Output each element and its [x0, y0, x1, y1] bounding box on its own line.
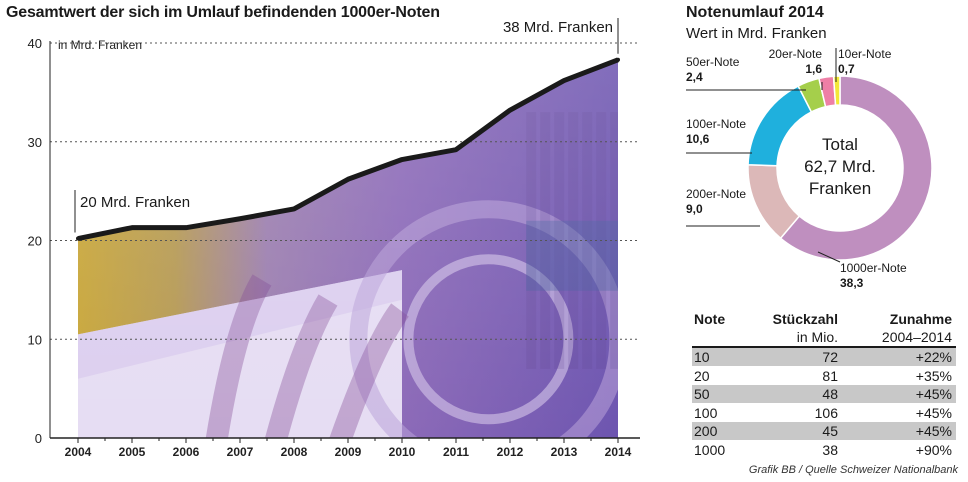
- slice-label: 1000er-Note: [840, 261, 907, 275]
- table-rule: [692, 346, 956, 348]
- annotation-label: 38 Mrd. Franken: [503, 19, 613, 36]
- column-header-note: Note: [694, 311, 726, 327]
- cell-increase: +45%: [915, 404, 952, 421]
- annotation-label: 20 Mrd. Franken: [80, 194, 190, 211]
- donut-center-label: 62,7 Mrd.: [804, 157, 876, 176]
- table-row: 50 48 +45%: [692, 385, 956, 403]
- donut-slice: [779, 75, 933, 261]
- data-point: [508, 108, 512, 113]
- slice-value: 9,0: [686, 202, 703, 216]
- cell-count: 48: [822, 386, 838, 402]
- column-header-increase: Zunahme: [889, 311, 952, 327]
- data-point: [562, 78, 566, 83]
- slice-leader: [817, 251, 841, 263]
- x-tick-label: 2010: [389, 445, 416, 459]
- table-row: 100 106 +45%: [692, 404, 956, 422]
- x-tick-label: 2007: [227, 445, 254, 459]
- cell-increase: +90%: [915, 441, 952, 458]
- area-fill: [78, 59, 618, 438]
- x-tick-label: 2014: [605, 445, 632, 459]
- data-point: [184, 225, 188, 230]
- column-subheader-increase: 2004–2014: [881, 329, 952, 345]
- cell-increase: +22%: [915, 349, 952, 365]
- line-chart: 0 10 20 30 40 in Mrd. Franken 2004 2005 2006 2007…: [28, 18, 640, 459]
- source-note: Grafik BB / Quelle Schweizer Nationalban…: [748, 464, 958, 476]
- pie-subtitle: Wert in Mrd. Franken: [686, 25, 827, 42]
- x-tick-label: 2012: [497, 445, 524, 459]
- slice-label: 50er-Note: [686, 55, 740, 69]
- cell-count: 106: [814, 404, 838, 421]
- x-tick-label: 2009: [335, 445, 362, 459]
- cell-note: 50: [694, 386, 710, 402]
- cell-note: 100: [694, 404, 718, 421]
- cell-increase: +45%: [915, 386, 952, 402]
- y-tick-label: 10: [28, 332, 42, 347]
- data-point: [616, 57, 620, 62]
- cell-note: 10: [694, 349, 710, 365]
- cell-increase: +35%: [915, 367, 952, 384]
- cell-count: 72: [822, 349, 838, 365]
- slice-label: 100er-Note: [686, 117, 746, 131]
- table-header: Note Stückzahl Zunahme: [692, 310, 956, 328]
- table-row: 10 72 +22%: [692, 348, 956, 366]
- cell-count: 81: [822, 367, 838, 384]
- slice-label: 20er-Note: [769, 47, 823, 61]
- cell-note: 200: [694, 423, 718, 439]
- slice-label: 200er-Note: [686, 187, 746, 201]
- column-subheader-count: in Mio.: [796, 329, 838, 345]
- table-row: 20 81 +35%: [692, 367, 956, 385]
- data-point: [292, 206, 296, 211]
- data-point: [400, 157, 404, 162]
- data-point: [346, 177, 350, 182]
- x-tick-label: 2004: [65, 445, 92, 459]
- slice-value: 2,4: [686, 70, 703, 84]
- cell-note: 1000: [694, 441, 726, 458]
- slice-value: 10,6: [686, 132, 710, 146]
- slice-value: 0,7: [838, 62, 855, 76]
- x-tick-label: 2005: [119, 445, 146, 459]
- cell-note: 20: [694, 367, 710, 384]
- x-tick-label: 2011: [443, 445, 469, 459]
- data-point: [454, 147, 458, 152]
- x-tick-label: 2013: [551, 445, 578, 459]
- data-point: [76, 236, 80, 241]
- cell-count: 45: [822, 423, 838, 439]
- donut-center-label: Total: [822, 135, 858, 154]
- slice-label: 10er-Note: [838, 47, 892, 61]
- y-axis-label: in Mrd. Franken: [58, 38, 142, 52]
- donut-center-label: Franken: [809, 179, 871, 198]
- pie-title: Notenumlauf 2014: [686, 4, 824, 21]
- cell-increase: +45%: [915, 423, 952, 439]
- x-tick-label: 2008: [281, 445, 308, 459]
- x-tick-label: 2006: [173, 445, 200, 459]
- table-row: 200 45 +45%: [692, 422, 956, 440]
- y-tick-label: 30: [28, 135, 42, 150]
- table-row: 1000 38 +90%: [692, 441, 956, 459]
- chart-title: Gesamtwert der sich im Umlauf befindende…: [6, 4, 440, 21]
- slice-value: 1,6: [805, 62, 822, 76]
- data-point: [130, 225, 134, 230]
- slice-value: 38,3: [840, 276, 864, 290]
- cell-count: 38: [822, 441, 838, 458]
- table-subheader: in Mio. 2004–2014: [692, 328, 956, 346]
- column-header-count: Stückzahl: [772, 311, 838, 327]
- donut-slice: [747, 85, 813, 167]
- data-point: [238, 216, 242, 221]
- y-tick-label: 40: [28, 36, 42, 51]
- y-tick-label: 20: [28, 234, 42, 249]
- y-tick-label: 0: [35, 431, 42, 446]
